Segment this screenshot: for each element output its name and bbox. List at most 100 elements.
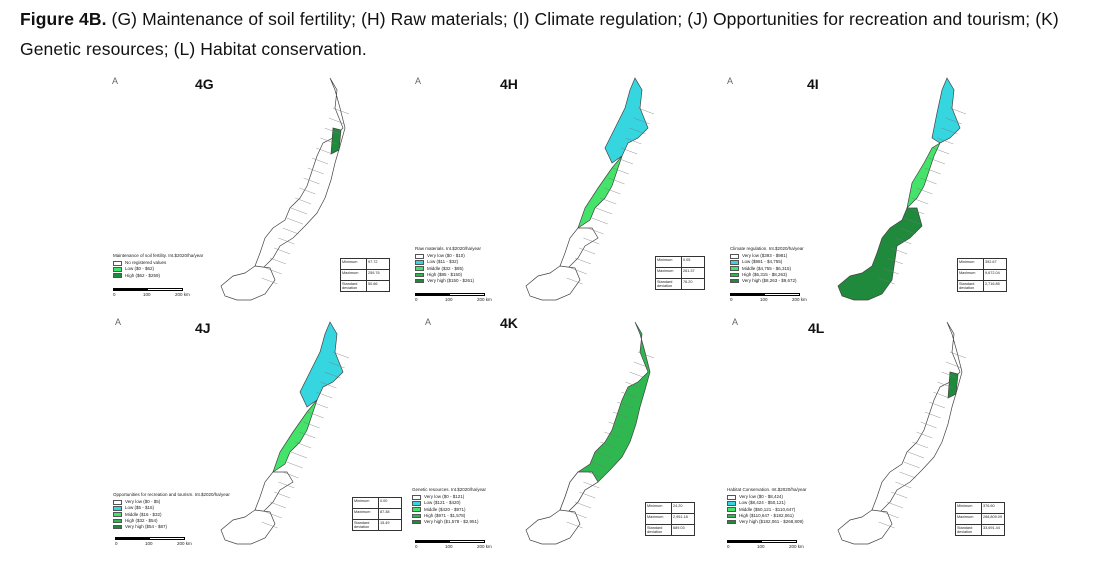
stats-row: Minimum 97.72	[341, 259, 389, 270]
scale-bar-graphic	[115, 537, 185, 540]
stats-key: Maximum	[353, 509, 379, 519]
map-boundary-line	[920, 177, 937, 185]
legend-item: Very high ($1,578 - $2,951)	[412, 519, 486, 525]
map-boundary-line	[941, 371, 958, 379]
legend-swatch	[113, 500, 122, 505]
scale-tick-label: 100	[143, 292, 151, 297]
scale-bar-graphic	[415, 540, 485, 543]
scale-tick-label: 100	[145, 541, 153, 546]
map-boundary-line	[595, 451, 613, 459]
map-boundary-line	[566, 521, 583, 529]
map-legend: Climate regulation. Int.$2020/ha/year Ver…	[730, 246, 804, 284]
map-boundary-line	[878, 277, 895, 285]
map-boundary-line	[299, 187, 316, 195]
stats-value: 15.49	[380, 521, 390, 525]
map-boundary-line	[886, 501, 904, 509]
map-region	[604, 77, 649, 164]
stats-key: Maximum	[646, 514, 672, 524]
stats-row: Standard deviation 50.66	[341, 281, 389, 291]
legend-swatch	[412, 501, 421, 506]
stats-value: 50.66	[368, 282, 378, 286]
map-boundary-line	[912, 197, 929, 205]
map-boundary-line	[945, 117, 962, 125]
map-region	[906, 142, 941, 210]
legend-swatch	[412, 507, 421, 512]
map-boundary-line	[933, 391, 950, 399]
stats-row: Standard deviation 15.49	[353, 520, 401, 530]
stats-key: Standard deviation	[656, 279, 682, 289]
map-legend: Maintenance of soil fertility. Int.$2020…	[113, 253, 203, 279]
scale-bar-graphic	[730, 293, 800, 296]
legend-swatch	[113, 267, 122, 272]
scale-tick-label: 200 km	[477, 297, 492, 302]
legend-label: Middle ($4,755 - $6,315)	[742, 265, 792, 271]
scale-bar: 0 100 200 km	[115, 537, 195, 549]
map-region	[871, 321, 963, 513]
stats-table: Minimum 24.20 Maximum 2,951.18 Standard devi…	[645, 502, 695, 536]
map-boundary-line	[899, 471, 916, 479]
map-region	[837, 509, 893, 545]
map-boundary-line	[604, 187, 621, 195]
scale-bar-graphic	[727, 540, 797, 543]
map-panel-4h: 4H A Raw materials. Int.$2020/ha/year Very …	[400, 68, 760, 308]
legend-label: Low ($11 - $32)	[427, 259, 459, 265]
legend-title: Maintenance of soil fertility. Int.$2020…	[113, 253, 204, 258]
map-boundary-line	[625, 381, 642, 389]
stats-value: 268,809.09	[983, 515, 1003, 519]
legend-label: Low ($5 - $16)	[125, 505, 155, 511]
scale-tick-label: 0	[415, 297, 418, 302]
map-boundary-line	[295, 441, 312, 449]
scale-tick-label: 100	[757, 544, 765, 549]
stats-table: Minimum 376.60 Maximum 268,809.09 Standard d…	[955, 502, 1005, 536]
stats-value: 392.67	[985, 260, 997, 264]
map-boundary-line	[629, 127, 646, 135]
map-image	[525, 77, 655, 301]
scale-bar-graphic	[113, 288, 183, 291]
legend-swatch	[412, 495, 421, 500]
map-boundary-line	[570, 511, 587, 519]
scale-tick-label: 200 km	[789, 544, 804, 549]
map-boundary-line	[612, 411, 629, 419]
stats-row: Maximum 9,672.04	[958, 270, 1006, 281]
map-boundary-line	[608, 421, 625, 429]
legend-item: Very low ($0 - $10)	[415, 253, 481, 259]
map-boundary-line	[290, 451, 308, 459]
map-boundary-line	[928, 157, 946, 165]
map-boundary-line	[587, 227, 604, 235]
legend-item: Very low ($393 - $981)	[730, 253, 804, 259]
scale-tick-label: 200 km	[177, 541, 192, 546]
legend-swatch	[113, 518, 122, 524]
map-boundary-line	[891, 247, 908, 255]
stats-key: Minimum	[656, 257, 682, 267]
stats-key: Minimum	[341, 259, 367, 269]
legend-swatch	[113, 261, 122, 266]
scale-tick-label: 100	[445, 297, 453, 302]
map-boundary-line	[916, 431, 933, 439]
scale-tick-label: 200 km	[792, 297, 807, 302]
map-boundary-line	[903, 461, 920, 469]
scale-bar: 0 100 200 km	[415, 540, 495, 552]
north-arrow-icon: A	[115, 317, 122, 327]
map-boundary-line	[566, 277, 583, 285]
stats-row: Minimum 0.00	[353, 498, 401, 509]
map-boundary-line	[924, 167, 941, 175]
map-region	[947, 371, 959, 399]
map-boundary-line	[604, 431, 621, 439]
map-boundary-line	[920, 421, 937, 429]
map-boundary-line	[583, 237, 600, 245]
map-boundary-line	[269, 501, 287, 509]
map-region	[931, 77, 961, 144]
legend-swatch	[415, 254, 424, 259]
map-legend: Genetic resources. Int.$2020/ha/year Very…	[412, 487, 486, 525]
map-region	[254, 77, 346, 269]
legend-item: Middle ($16 - $32)	[113, 512, 230, 518]
legend-swatch	[415, 278, 424, 284]
map-boundary-line	[637, 107, 655, 115]
stats-key: Standard deviation	[353, 520, 379, 530]
legend-swatch	[415, 266, 424, 271]
map-region	[330, 127, 342, 155]
legend-item: Low ($981 - $4,755)	[730, 259, 804, 265]
stats-key: Maximum	[958, 270, 984, 280]
panel-id: 4L	[808, 320, 825, 336]
panel-id: 4K	[500, 315, 518, 331]
